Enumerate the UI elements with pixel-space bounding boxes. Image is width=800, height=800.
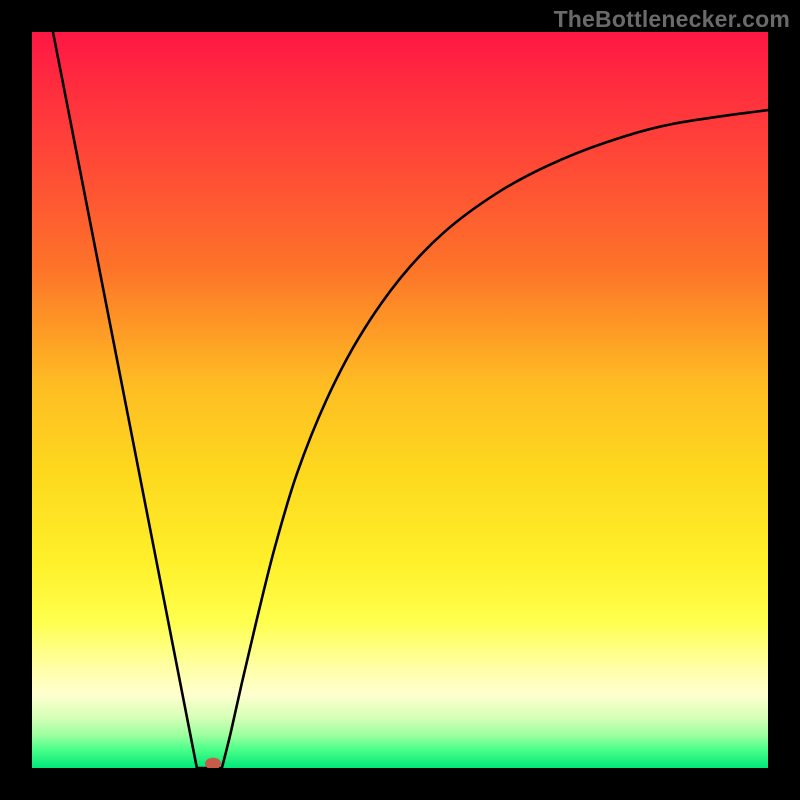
gradient-background bbox=[32, 32, 768, 768]
chart-frame: TheBottlenecker.com bbox=[0, 0, 800, 800]
chart-svg bbox=[32, 32, 768, 768]
plot-area bbox=[32, 32, 768, 768]
attribution-text: TheBottlenecker.com bbox=[554, 6, 790, 33]
